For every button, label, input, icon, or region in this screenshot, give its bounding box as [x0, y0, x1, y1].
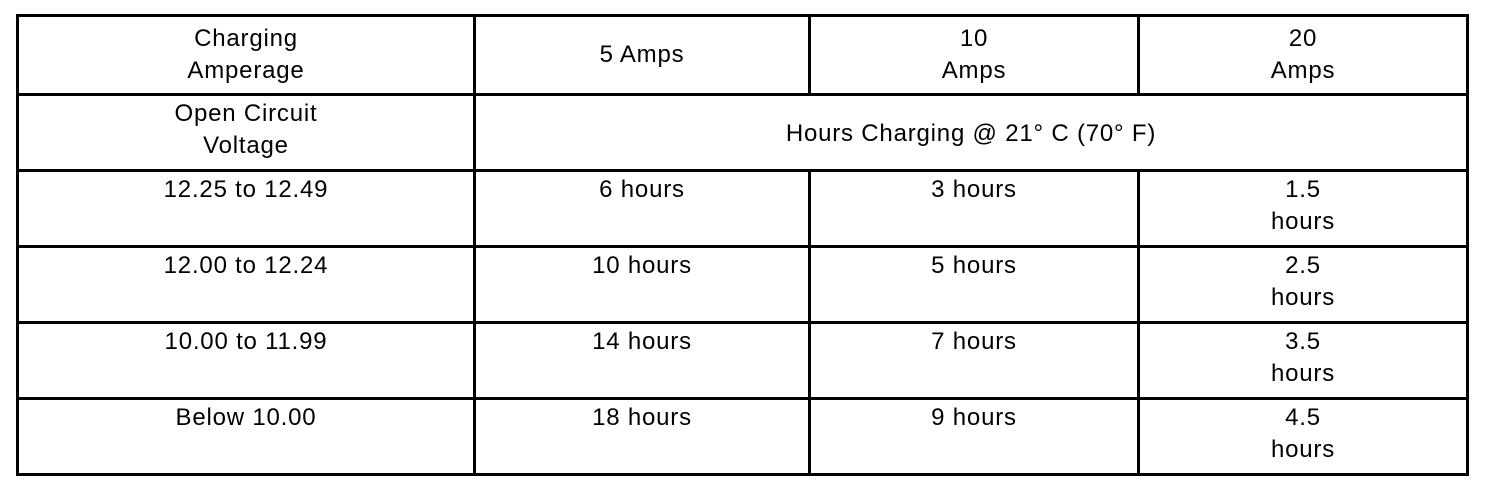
- cell-text: 1.5 hours: [1270, 176, 1336, 235]
- header-label: 5 Amps: [599, 41, 685, 68]
- table-cell: 5 hours: [808, 245, 1140, 324]
- table-cell: 3.5 hours: [1137, 321, 1469, 400]
- table-row: 12.00 to 12.24 10 hours 5 hours 2.5 hour…: [16, 245, 1469, 324]
- cell-text: 4.5 hours: [1270, 404, 1336, 463]
- table-cell: 12.00 to 12.24: [16, 245, 476, 324]
- subheader-span-cell: Hours Charging @ 21° C (70° F): [473, 93, 1469, 172]
- subheader-cell: Open Circuit Voltage: [16, 93, 476, 172]
- header-cell: Charging Amperage: [16, 14, 476, 96]
- table-cell: 9 hours: [808, 397, 1140, 476]
- table-row: 12.25 to 12.49 6 hours 3 hours 1.5 hours: [16, 169, 1469, 248]
- cell-text: 3.5 hours: [1270, 328, 1336, 387]
- table-cell: 2.5 hours: [1137, 245, 1469, 324]
- header-label: 10 Amps: [941, 25, 1007, 84]
- header-cell: 5 Amps: [473, 14, 811, 96]
- table-cell: 18 hours: [473, 397, 811, 476]
- cell-text: 2.5 hours: [1270, 252, 1336, 311]
- table-cell: 6 hours: [473, 169, 811, 248]
- battery-charging-table: Charging Amperage 5 Amps 10 Amps 20 Amps…: [16, 14, 1469, 476]
- table-cell: 1.5 hours: [1137, 169, 1469, 248]
- table-cell: 4.5 hours: [1137, 397, 1469, 476]
- table-row: Below 10.00 18 hours 9 hours 4.5 hours: [16, 397, 1469, 476]
- header-cell: 20 Amps: [1137, 14, 1469, 96]
- table-cell: 10 hours: [473, 245, 811, 324]
- table-cell: Below 10.00: [16, 397, 476, 476]
- header-label: Charging Amperage: [187, 25, 305, 84]
- subheader-row: Open Circuit Voltage Hours Charging @ 21…: [16, 93, 1469, 172]
- table-cell: 12.25 to 12.49: [16, 169, 476, 248]
- header-cell: 10 Amps: [808, 14, 1140, 96]
- table-cell: 3 hours: [808, 169, 1140, 248]
- header-label: 20 Amps: [1270, 25, 1336, 84]
- header-row: Charging Amperage 5 Amps 10 Amps 20 Amps: [16, 14, 1469, 96]
- table-cell: 14 hours: [473, 321, 811, 400]
- table-row: 10.00 to 11.99 14 hours 7 hours 3.5 hour…: [16, 321, 1469, 400]
- table-cell: 7 hours: [808, 321, 1140, 400]
- table-cell: 10.00 to 11.99: [16, 321, 476, 400]
- subheader-label: Open Circuit Voltage: [174, 100, 318, 159]
